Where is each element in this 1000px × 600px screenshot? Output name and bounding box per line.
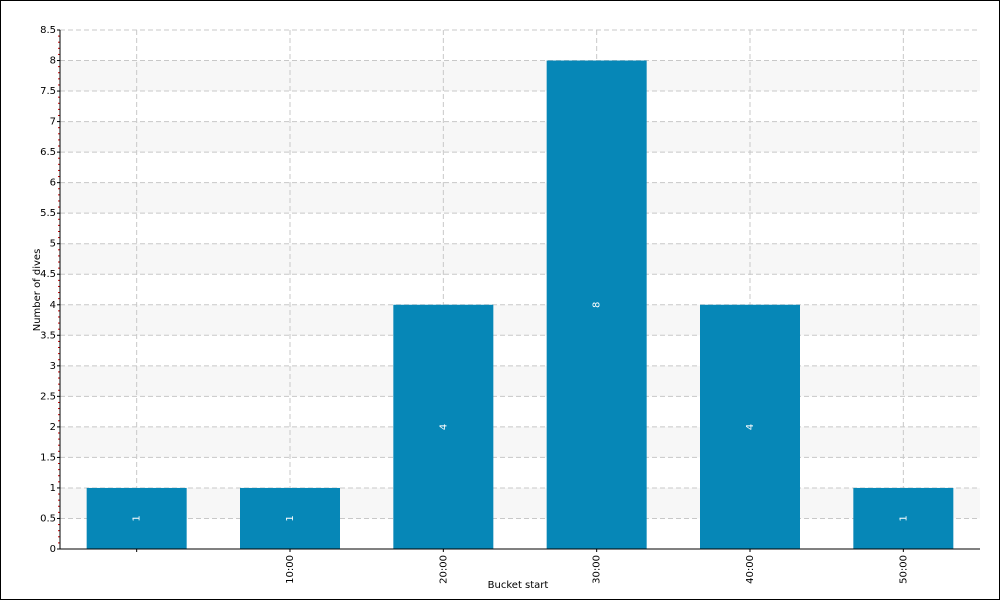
y-tick-label: 3 — [50, 361, 56, 372]
y-tick-label: 1.5 — [40, 452, 56, 463]
y-tick-label: 7.5 — [40, 86, 56, 97]
value-label: 4 — [745, 424, 756, 430]
y-tick-label: 5.5 — [40, 208, 56, 219]
bar — [86, 487, 187, 549]
y-axis-title: Number of dives — [32, 249, 43, 332]
band — [60, 426, 980, 458]
value-label: 1 — [132, 515, 143, 521]
y-tick-label: 8 — [50, 56, 56, 67]
y-tick-label: 6.5 — [40, 147, 56, 158]
bar — [700, 304, 800, 549]
value-label: 4 — [438, 424, 449, 430]
x-tick-label: 40:00 — [745, 555, 756, 584]
plot: 0 0.5 1 1.5 2 2.5 3 3.5 4 4.5 5 5.5 6 6.5 7 7.5 8 8.5 1 1 10… — [40, 25, 980, 584]
bar — [546, 60, 647, 549]
y-tick-label: 0.5 — [40, 513, 56, 524]
y-tick-label: 0 — [50, 544, 56, 555]
x-tick-label: 10:00 — [285, 555, 296, 584]
x-tick-label: 30:00 — [592, 555, 603, 584]
band — [60, 60, 980, 92]
band — [60, 182, 980, 214]
y-tick-label: 4 — [50, 300, 56, 311]
y-tick-label: 8.5 — [40, 25, 56, 36]
y-tick-label: 1 — [50, 483, 56, 494]
band — [60, 243, 980, 275]
band — [60, 121, 980, 153]
value-label: 8 — [592, 302, 603, 308]
value-label: 1 — [285, 515, 296, 521]
band — [60, 304, 980, 336]
y-tick-label: 7 — [50, 117, 56, 128]
x-tick-label: 20:00 — [438, 555, 449, 584]
y-tick-label: 4.5 — [40, 269, 56, 280]
bands — [60, 60, 980, 519]
bar — [853, 487, 954, 549]
y-tick-label: 2 — [50, 422, 56, 433]
x-axis-title: Bucket start — [488, 580, 549, 591]
y-tick-label: 2.5 — [40, 391, 56, 402]
x-tick-label: 50:00 — [898, 555, 909, 584]
y-tick-label: 5 — [50, 239, 56, 250]
y-tick-label: 6 — [50, 178, 56, 189]
band — [60, 365, 980, 397]
band — [60, 487, 980, 519]
bar — [393, 304, 494, 549]
y-tick-label: 3.5 — [40, 330, 56, 341]
value-label: 1 — [898, 515, 909, 521]
bar — [240, 487, 340, 549]
